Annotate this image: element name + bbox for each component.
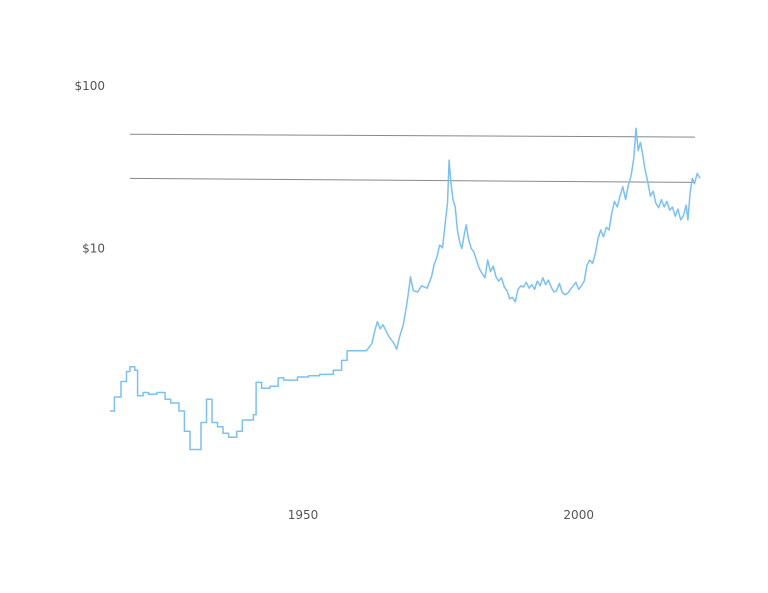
series-layer — [110, 127, 701, 451]
y-tick-label-2: $10 — [82, 242, 105, 256]
x-tick-label-1: 1950 — [288, 508, 319, 522]
series-line-1 — [110, 127, 701, 451]
reference-line-1 — [129, 133, 696, 138]
reference-lines — [129, 133, 696, 183]
y-axis: $100 $10 — [74, 79, 105, 256]
reference-line-2 — [129, 177, 696, 183]
x-tick-label-2: 2000 — [563, 508, 594, 522]
y-tick-label-1: $100 — [74, 79, 105, 93]
x-axis: 1950 2000 — [288, 508, 594, 522]
